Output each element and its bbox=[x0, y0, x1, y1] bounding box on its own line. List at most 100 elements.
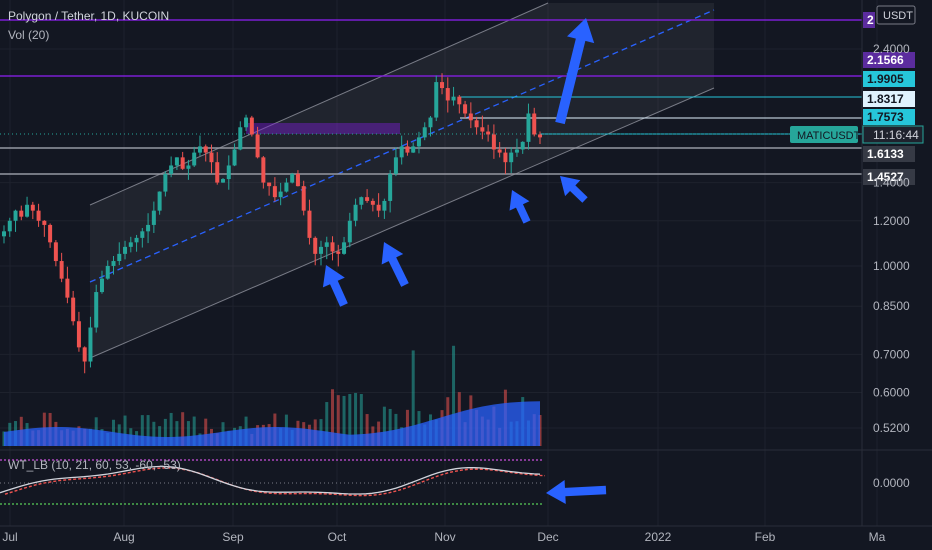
level-label: 1.9905 bbox=[867, 72, 904, 86]
ticker-badge[interactable] bbox=[790, 126, 858, 143]
candle-body bbox=[215, 162, 220, 183]
candle-body bbox=[290, 173, 295, 183]
currency-button[interactable] bbox=[876, 5, 916, 25]
channel-fill bbox=[90, 3, 714, 358]
arrow-icon[interactable] bbox=[322, 265, 348, 307]
arrow-icon[interactable] bbox=[546, 480, 607, 505]
time-axis[interactable]: Jul Aug Sep Oct Nov Dec 2022 Feb Ma bbox=[0, 525, 932, 544]
horizontal-levels[interactable]: 2 2.1566 1.9905 1.8317 1.7573 1.6133 1.4527 MAT… bbox=[0, 12, 924, 185]
candle-body bbox=[538, 134, 542, 138]
level-label-box[interactable] bbox=[863, 71, 915, 87]
volume-bar bbox=[331, 389, 335, 446]
candle-body bbox=[123, 246, 128, 254]
candle-body bbox=[434, 82, 439, 118]
candle-body bbox=[474, 120, 479, 128]
candle-body bbox=[324, 242, 329, 247]
candle-body bbox=[53, 242, 58, 262]
candle-body bbox=[65, 278, 70, 298]
candle-body bbox=[428, 117, 433, 128]
volume-bar bbox=[186, 421, 190, 446]
candle-body bbox=[491, 134, 496, 150]
time-tick-label: Sep bbox=[222, 530, 244, 544]
price-tick-label: 0.5200 bbox=[873, 421, 910, 435]
arrow-icon[interactable] bbox=[555, 18, 595, 125]
candle-body bbox=[249, 117, 254, 135]
volume-bar bbox=[146, 415, 150, 446]
candle-body bbox=[232, 149, 237, 166]
symbol-legend[interactable]: Polygon / Tether, 1D, KUCOIN bbox=[8, 9, 169, 23]
candle-body bbox=[48, 224, 53, 243]
candle-body bbox=[255, 134, 260, 158]
candle-body bbox=[336, 251, 341, 254]
candle-body bbox=[25, 204, 30, 217]
candle-body bbox=[174, 157, 179, 166]
annotation-arrows[interactable] bbox=[322, 18, 607, 505]
candle-body bbox=[209, 152, 214, 163]
candle-body bbox=[117, 253, 122, 262]
candle-body bbox=[111, 261, 116, 266]
candle-body bbox=[82, 347, 87, 362]
candle-body bbox=[140, 231, 145, 238]
volume-bar bbox=[365, 414, 369, 446]
candle-body bbox=[2, 231, 6, 237]
candle-body bbox=[267, 182, 272, 187]
level-label-box[interactable] bbox=[863, 12, 875, 28]
time-tick-label: Oct bbox=[328, 530, 347, 544]
candle-body bbox=[514, 149, 519, 153]
candle-body bbox=[7, 220, 12, 232]
time-tick-label: Feb bbox=[755, 530, 776, 544]
volume-legend[interactable]: Vol (20) bbox=[8, 28, 49, 42]
candle-body bbox=[445, 88, 450, 101]
arrow-icon[interactable] bbox=[509, 190, 531, 224]
arrow-icon[interactable] bbox=[381, 242, 409, 287]
candle-body bbox=[365, 197, 370, 201]
candle-body bbox=[284, 182, 289, 192]
wavetrend-pane bbox=[0, 459, 546, 505]
volume-bar bbox=[342, 395, 346, 446]
time-tick-label: Nov bbox=[434, 530, 455, 544]
arrow-icon[interactable] bbox=[560, 176, 588, 203]
volume-bar bbox=[169, 412, 173, 446]
oscillator-legend[interactable]: WT_LB (10, 21, 60, 53, -60, -53) bbox=[8, 458, 181, 472]
candle-body bbox=[457, 96, 462, 105]
candle-body bbox=[422, 127, 427, 138]
candle-body bbox=[134, 237, 139, 243]
countdown-box[interactable] bbox=[862, 125, 924, 144]
candle-body bbox=[416, 137, 421, 147]
candle-body bbox=[399, 146, 404, 158]
volume-bar bbox=[354, 392, 358, 446]
level-label-box[interactable] bbox=[863, 91, 915, 107]
candle-body bbox=[180, 157, 185, 169]
candle-body bbox=[197, 146, 202, 153]
candle-body bbox=[19, 210, 24, 217]
price-tick-label: 0.7000 bbox=[873, 347, 910, 361]
level-label-box[interactable] bbox=[863, 146, 915, 162]
candle-body bbox=[169, 165, 174, 174]
candle-body bbox=[393, 157, 398, 174]
volume-bar bbox=[411, 350, 415, 446]
price-axis[interactable]: 2.4000 1.4000 1.2000 1.0000 0.8500 0.7000 0.60… bbox=[0, 0, 932, 526]
candle-body bbox=[532, 113, 537, 135]
resistance-box bbox=[246, 123, 400, 134]
volume-bar bbox=[140, 415, 144, 446]
candle-body bbox=[30, 204, 35, 211]
volume-bar bbox=[192, 416, 196, 446]
level-label-box[interactable] bbox=[863, 52, 915, 68]
wavetrend-signal-line bbox=[4, 467, 546, 497]
countdown-label: 11:16:44 bbox=[873, 128, 919, 142]
candle-body bbox=[238, 127, 243, 150]
volume-bar bbox=[158, 426, 162, 446]
candle-body bbox=[186, 165, 191, 169]
level-label-box[interactable] bbox=[863, 109, 915, 125]
candle-body bbox=[244, 117, 249, 128]
candle-body bbox=[301, 186, 306, 211]
volume-bar bbox=[163, 418, 167, 446]
volume-bar bbox=[204, 418, 208, 446]
candle-body bbox=[347, 220, 352, 243]
level-label: 1.4527 bbox=[867, 170, 904, 184]
volume-bar bbox=[452, 345, 456, 446]
level-label-box[interactable] bbox=[863, 169, 915, 185]
candle-body bbox=[330, 242, 335, 252]
candle-body bbox=[36, 210, 41, 221]
